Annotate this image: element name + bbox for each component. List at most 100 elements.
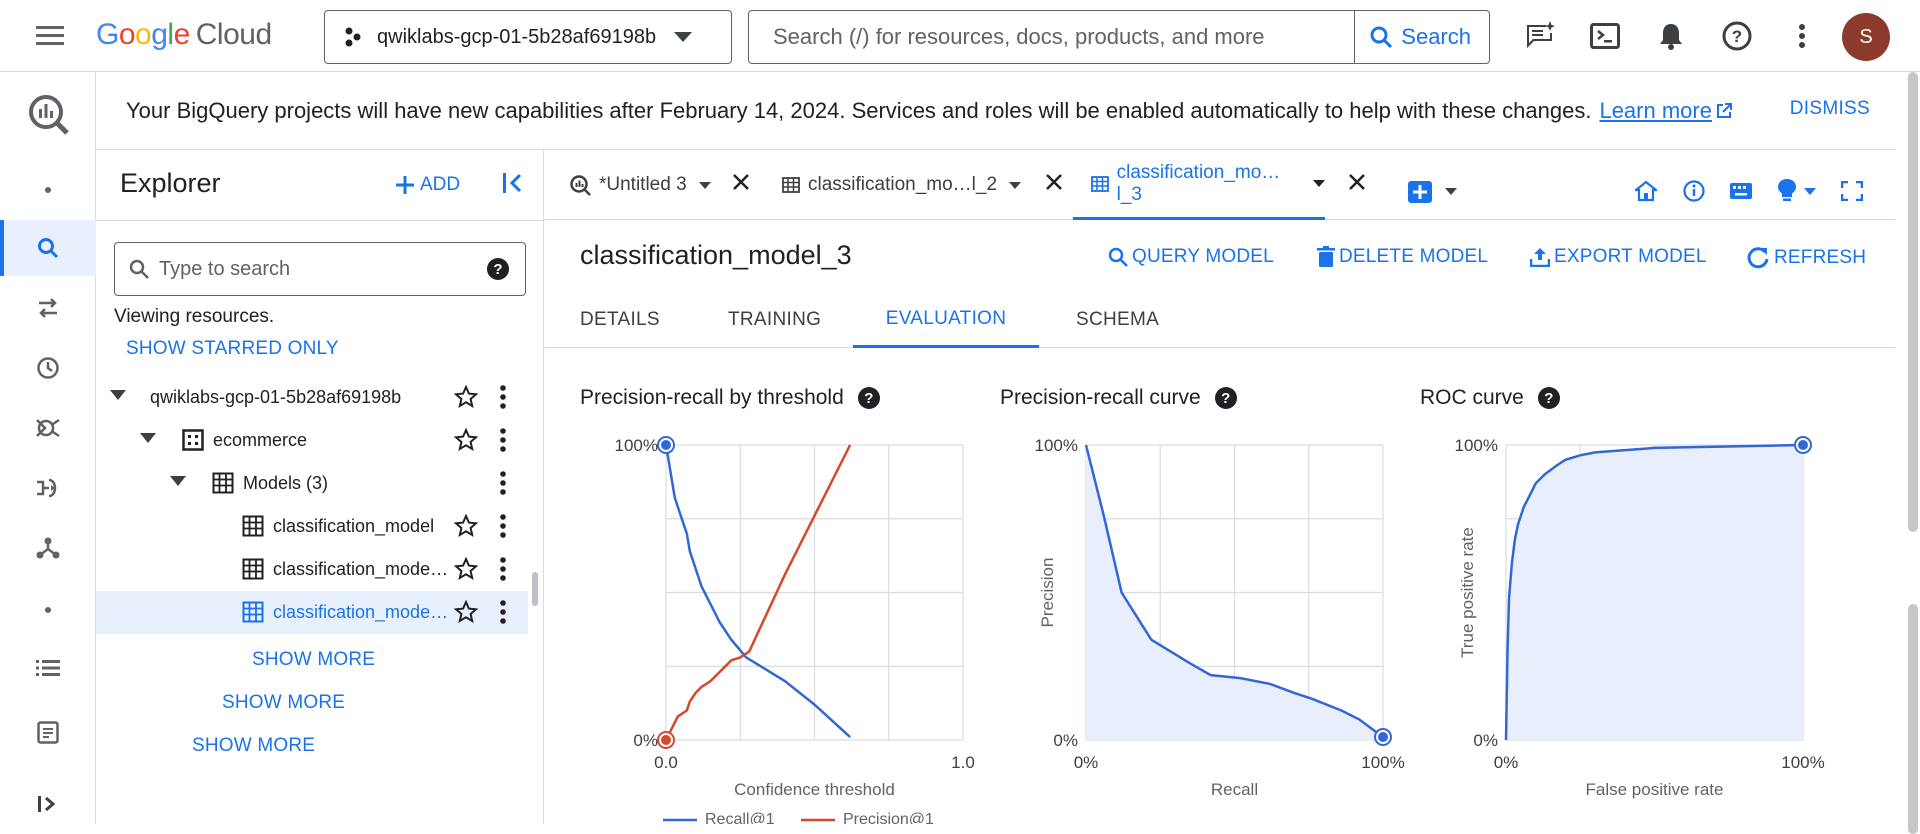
show-starred-only-button[interactable]: SHOW STARRED ONLY (126, 338, 339, 359)
more-vert-icon[interactable] (1782, 16, 1822, 56)
tree-row-project[interactable]: qwiklabs-gcp-01-5b28af69198b (96, 376, 528, 419)
more-vert-icon[interactable] (500, 428, 506, 452)
rail-search-icon[interactable] (0, 220, 96, 276)
collapse-explorer-icon[interactable] (502, 172, 524, 194)
search-input[interactable]: Search (/) for resources, docs, products… (773, 24, 1265, 49)
divider (96, 220, 544, 221)
explorer-search-input[interactable]: Type to search ? (114, 242, 526, 296)
fullscreen-icon[interactable] (1841, 181, 1863, 201)
bigquery-logo-icon[interactable] (0, 82, 96, 146)
rail-dot-icon-2[interactable] (0, 582, 96, 638)
export-model-label: EXPORT MODEL (1554, 246, 1707, 267)
tree-row-dataset[interactable]: ecommerce (96, 419, 528, 462)
series-line (664, 444, 852, 741)
avatar[interactable]: S (1842, 13, 1890, 61)
tab-schema[interactable]: SCHEMA (1076, 309, 1160, 330)
more-vert-icon[interactable] (500, 600, 506, 624)
refresh-button[interactable]: REFRESH (1746, 246, 1866, 270)
cloud-shell-icon[interactable] (1585, 16, 1625, 56)
close-icon[interactable] (1349, 174, 1365, 190)
show-more-models-button[interactable]: SHOW MORE (252, 649, 376, 670)
tree-row-model-2[interactable]: classification_mode… (96, 548, 528, 591)
project-selector[interactable]: qwiklabs-gcp-01-5b28af69198b (324, 10, 732, 64)
partner-center-icon[interactable] (0, 520, 96, 576)
explorer-panel: Explorer ADD Type to search ? Viewing re… (96, 150, 544, 824)
project-hexagon-icon (345, 27, 361, 47)
help-icon[interactable]: ? (1717, 16, 1757, 56)
rail-dot-icon[interactable] (0, 162, 96, 218)
close-icon[interactable] (1046, 174, 1062, 190)
external-link-icon[interactable] (1716, 102, 1732, 119)
query-model-button[interactable]: QUERY MODEL (1108, 246, 1274, 268)
expand-arrow-icon[interactable] (170, 476, 186, 486)
release-notes-icon[interactable] (0, 704, 96, 760)
help-icon[interactable]: ? (1537, 387, 1560, 409)
tree-row-model-3[interactable]: classification_mode… (96, 591, 528, 634)
explorer-scrollbar[interactable] (532, 572, 538, 606)
tab-classification-model-2[interactable]: classification_mo…l_2 (782, 150, 1082, 220)
chevron-down-icon[interactable] (698, 181, 711, 189)
x-axis-label: False positive rate (1586, 780, 1724, 799)
expand-rail-icon[interactable] (0, 776, 96, 832)
help-icon[interactable]: ? (857, 387, 880, 409)
tab-classification-model-3[interactable]: classification_mo…l_3 (1073, 150, 1365, 220)
chevron-down-icon[interactable] (1009, 181, 1022, 189)
add-button[interactable]: ADD (396, 174, 460, 196)
tree-row-model-1[interactable]: classification_model (96, 505, 528, 548)
new-tab-plus-icon[interactable] (1408, 181, 1432, 203)
page-scrollbar[interactable] (1900, 72, 1920, 834)
more-vert-icon[interactable] (500, 471, 506, 495)
x-tick-label: 0% (1494, 753, 1519, 772)
scheduled-queries-icon[interactable] (0, 340, 96, 396)
tab-untitled-3[interactable]: *Untitled 3 (569, 150, 769, 220)
delete-icon (1317, 246, 1335, 267)
main-menu-icon[interactable] (30, 16, 70, 56)
query-icon (570, 175, 591, 196)
learn-more-link[interactable]: Learn more (1599, 97, 1712, 123)
keyboard-shortcuts-icon[interactable] (1729, 182, 1753, 200)
show-more-datasets-button[interactable]: SHOW MORE (222, 692, 346, 713)
scrollbar-thumb-lower[interactable] (1908, 604, 1918, 834)
model-subtabs: DETAILS TRAINING EVALUATION SCHEMA (545, 292, 1895, 348)
search-button[interactable]: Search (1354, 11, 1489, 63)
tab-training[interactable]: TRAINING (728, 309, 822, 330)
info-icon[interactable] (1683, 180, 1705, 202)
more-vert-icon[interactable] (500, 385, 506, 409)
export-model-button[interactable]: EXPORT MODEL (1530, 246, 1707, 268)
new-tab-dropdown-icon[interactable] (1445, 188, 1457, 195)
star-icon[interactable] (454, 600, 478, 624)
google-cloud-logo[interactable]: Google Cloud (96, 18, 272, 52)
analytics-hub-icon[interactable] (0, 400, 96, 456)
job-list-icon[interactable] (0, 640, 96, 696)
star-icon[interactable] (454, 514, 478, 538)
scrollbar-thumb-upper[interactable] (1908, 72, 1918, 532)
close-icon[interactable] (733, 174, 749, 190)
dataform-icon[interactable] (0, 460, 96, 516)
star-icon[interactable] (454, 557, 478, 581)
tree-row-models[interactable]: Models (3) (96, 462, 528, 505)
svg-text:?: ? (493, 261, 502, 278)
chevron-down-icon[interactable] (1313, 180, 1325, 187)
delete-model-button[interactable]: DELETE MODEL (1317, 246, 1488, 268)
more-vert-icon[interactable] (500, 557, 506, 581)
series-line (664, 444, 851, 739)
data-transfer-icon[interactable] (0, 280, 96, 336)
tab-evaluation[interactable]: EVALUATION (853, 292, 1039, 348)
star-icon[interactable] (454, 428, 478, 452)
more-vert-icon[interactable] (500, 514, 506, 538)
help-icon[interactable]: ? (487, 258, 509, 280)
tab-details[interactable]: DETAILS (580, 309, 660, 330)
home-icon[interactable] (1635, 180, 1657, 202)
dismiss-button[interactable]: DISMISS (1789, 98, 1870, 119)
expand-arrow-icon[interactable] (140, 433, 156, 443)
tips-lightbulb-icon[interactable] (1777, 178, 1817, 202)
notifications-icon[interactable] (1651, 16, 1691, 56)
help-icon[interactable]: ? (1214, 387, 1237, 409)
global-search[interactable]: Search (/) for resources, docs, products… (748, 10, 1490, 64)
x-tick-label: 0% (1074, 753, 1099, 772)
show-more-projects-button[interactable]: SHOW MORE (192, 735, 316, 756)
star-icon[interactable] (454, 385, 478, 409)
gemini-chat-icon[interactable] (1520, 16, 1560, 56)
x-tick-label: 0.0 (654, 753, 678, 772)
expand-arrow-icon[interactable] (110, 390, 126, 400)
